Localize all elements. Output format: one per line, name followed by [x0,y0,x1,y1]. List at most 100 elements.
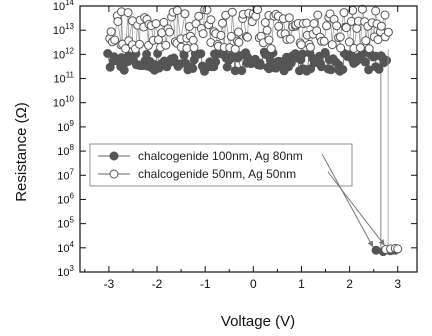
data-point [284,13,294,23]
data-point [194,11,204,21]
legend: chalcogenide 100nm, Ag 80nm chalcogenide … [89,143,386,248]
data-point [135,39,144,49]
data-point [119,65,129,75]
data-point [338,65,348,74]
data-marks [103,4,403,257]
data-point [374,64,384,74]
data-point [206,15,216,25]
x-tick-label: -3 [104,277,115,291]
data-point [361,36,371,46]
data-point [198,29,208,39]
y-tick-label: 1013 [53,22,75,37]
legend-box [89,143,353,187]
data-point [262,25,272,35]
axes: -3 -2 -1 0 1 2 3 103 104 105 106 107 108 109 1010 1011 1… [53,0,418,291]
data-point [159,17,169,27]
data-point [202,5,212,15]
data-point-low [393,244,403,254]
data-point [313,10,323,20]
data-point [142,49,152,59]
legend-label: chalcogenide 50nm, Ag 50nm [138,167,296,181]
data-point-low [371,245,381,255]
data-point [302,18,312,28]
data-point [234,37,244,47]
data-point [336,43,346,53]
data-point [106,27,116,37]
data-point [253,5,263,15]
data-point [319,36,329,46]
data-point [352,23,362,33]
data-point [266,44,276,54]
y-tick-label: 104 [57,240,74,255]
data-point [380,10,390,20]
data-point [339,8,349,18]
data-point [376,21,386,31]
data-point [196,49,206,59]
data-point [256,60,265,70]
data-point [360,57,370,67]
y-tick-label: 1011 [53,71,74,86]
y-tick-label: 109 [57,119,74,134]
data-point [322,21,331,31]
data-point [226,31,236,41]
legend-arrow [327,171,386,246]
legend-marker [109,151,119,161]
data-point [327,40,337,50]
data-point [113,17,123,26]
y-tick-label: 1012 [53,46,75,61]
x-tick-label: 0 [250,277,257,291]
x-tick-label: 3 [394,277,401,291]
data-point [211,57,221,67]
y-tick-label: 105 [57,216,74,231]
x-tick-label: -1 [200,277,211,291]
data-point [237,66,247,76]
data-point [234,27,243,37]
y-tick-label: 1014 [53,0,75,13]
data-point [357,4,367,14]
data-point [121,44,130,54]
data-point [285,34,295,44]
legend-label: chalcogenide 100nm, Ag 80nm [138,149,303,163]
y-tick-label: 108 [57,143,74,158]
data-point [296,40,306,50]
x-axis-title: Voltage (V) [221,313,295,330]
x-tick-label: 2 [346,277,353,291]
data-point [383,27,393,37]
data-point [151,19,161,29]
x-tick-label: 1 [298,277,305,291]
x-tick-label: -2 [152,277,163,291]
plot-frame [79,5,418,273]
data-point [218,18,227,28]
series-2 [105,4,403,254]
data-point [188,35,198,45]
data-point [305,42,315,52]
data-point [371,6,381,16]
data-point [332,21,342,31]
data-point [335,32,345,42]
legend-marker [109,169,119,179]
data-point [230,44,240,54]
data-point [341,23,351,33]
data-point [227,7,237,17]
data-point [344,37,354,47]
data-point [216,30,226,40]
data-point [264,35,274,45]
data-point [165,27,175,37]
data-point [243,32,252,42]
data-point [326,65,336,75]
y-tick-label: 107 [57,167,74,182]
data-point [382,55,392,65]
data-point [355,43,365,53]
y-tick-label: 1010 [53,95,75,110]
data-point [123,8,133,18]
y-axis-title: Resistance (Ω) [13,102,30,202]
data-point [180,9,190,19]
data-point [161,40,171,50]
legend-arrow [321,153,374,248]
data-point [188,64,198,73]
data-point [172,6,182,15]
data-point [364,44,374,54]
data-point [110,35,120,45]
data-point [189,43,199,53]
